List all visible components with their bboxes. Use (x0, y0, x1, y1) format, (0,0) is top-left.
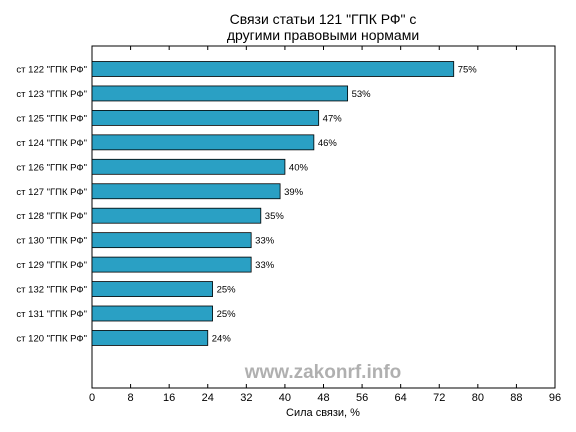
x-tick-label: 16 (163, 392, 175, 404)
bar (91, 281, 213, 297)
bar-value-label: 47% (323, 113, 343, 124)
category-label: ст 127 "ГПК РФ" (16, 187, 87, 198)
x-tick-label: 80 (472, 392, 484, 404)
bar-value-label: 33% (255, 260, 275, 271)
category-label: ст 124 "ГПК РФ" (16, 138, 87, 149)
bars: 75% ст 122 "ГПК РФ" 53% ст 123 "ГПК РФ" 47% с… (16, 61, 478, 346)
bar-value-label: 75% (458, 65, 478, 76)
x-tick-label: 48 (317, 392, 329, 404)
x-tick-label: 8 (128, 392, 134, 404)
bar-value-label: 40% (289, 162, 309, 173)
category-label: ст 129 "ГПК РФ" (16, 260, 87, 271)
x-tick-label: 96 (549, 392, 561, 404)
x-tick-label: 72 (433, 392, 445, 404)
category-label: ст 125 "ГПК РФ" (16, 113, 87, 124)
x-tick-label: 40 (279, 392, 291, 404)
bar (91, 158, 286, 175)
category-label: ст 130 "ГПК РФ" (16, 236, 87, 247)
category-label: ст 126 "ГПК РФ" (16, 162, 87, 173)
category-label: ст 120 "ГПК РФ" (16, 333, 87, 344)
category-label: ст 132 "ГПК РФ" (16, 285, 87, 296)
bar-value-label: 25% (217, 309, 237, 320)
bar-value-label: 24% (212, 333, 232, 344)
category-label: ст 131 "ГПК РФ" (16, 309, 87, 320)
bar (91, 232, 252, 249)
bar (91, 183, 281, 200)
bar-value-label: 53% (352, 89, 372, 100)
bar-value-label: 33% (255, 236, 275, 247)
x-tick-label: 88 (510, 392, 522, 404)
bar-value-label: 46% (318, 138, 338, 149)
category-label: ст 122 "ГПК РФ" (16, 65, 87, 76)
bar-value-label: 39% (284, 187, 304, 198)
bar (91, 330, 209, 346)
bar (91, 134, 315, 151)
chart-title-line-2: другими правовыми нормами (227, 27, 419, 43)
bar (91, 85, 349, 102)
x-axis-title: Сила связи, % (286, 407, 360, 419)
bar-value-label: 35% (265, 211, 285, 222)
x-tick-label: 24 (202, 392, 214, 404)
bar-value-label: 25% (217, 285, 237, 296)
x-tick-label: 32 (240, 392, 252, 404)
x-axis: 0 8 16 24 32 40 48 56 64 72 80 88 96 (89, 46, 561, 404)
bar (91, 305, 213, 322)
category-label: ст 123 "ГПК РФ" (16, 89, 87, 100)
x-tick-label: 0 (89, 392, 95, 404)
watermark-text: www.zakonrf.info (244, 362, 402, 383)
bar (91, 256, 252, 273)
bar (91, 207, 262, 224)
chart-title-line-1: Связи статьи 121 "ГПК РФ" с (230, 11, 417, 27)
bar (91, 61, 455, 77)
category-label: ст 128 "ГПК РФ" (16, 211, 87, 222)
bar (91, 110, 320, 126)
x-tick-label: 56 (356, 392, 368, 404)
x-tick-label: 64 (395, 392, 407, 404)
